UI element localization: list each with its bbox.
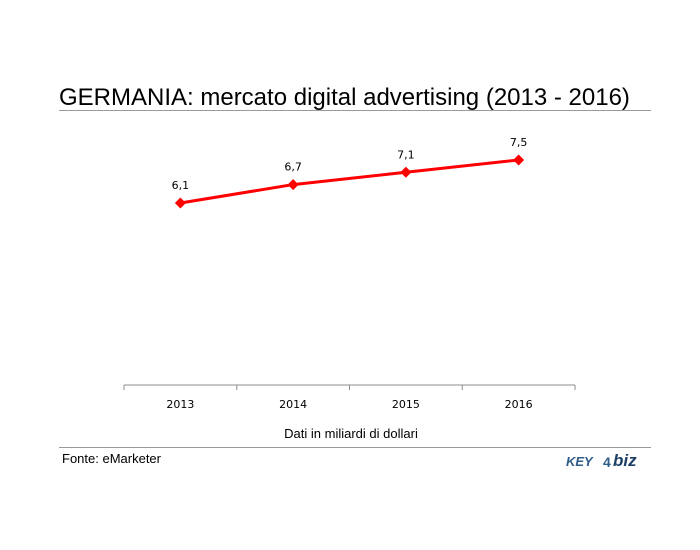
x-axis-label: Dati in miliardi di dollari <box>284 426 418 441</box>
logo-number-text: 4 <box>603 454 611 470</box>
series-layer <box>174 154 525 209</box>
x-axis: 2013 2014 2015 2016 <box>123 384 576 411</box>
data-label: 7,5 <box>510 136 528 149</box>
series-line <box>180 158 519 205</box>
data-label: 7,1 <box>397 148 415 161</box>
x-tick-label: 2016 <box>505 398 533 411</box>
logo-biz-text: biz <box>613 451 637 470</box>
source-note: Fonte: eMarketer <box>62 451 161 466</box>
logo-key-text: KEY <box>566 454 593 469</box>
data-point <box>400 166 412 178</box>
data-point <box>174 197 186 209</box>
x-tick-label: 2013 <box>166 398 194 411</box>
footer-divider <box>59 447 651 448</box>
data-labels: 6,1 6,7 7,1 7,5 <box>172 136 528 192</box>
key4biz-logo[interactable]: KEY 4 biz <box>566 451 642 472</box>
chart-title: GERMANIA: mercato digital advertising (2… <box>59 84 630 111</box>
title-divider <box>59 110 651 111</box>
data-point <box>513 154 525 166</box>
data-label: 6,7 <box>284 161 302 174</box>
x-tick-label: 2014 <box>279 398 307 411</box>
data-point <box>287 179 299 191</box>
data-label: 6,1 <box>172 179 190 192</box>
x-tick-label: 2015 <box>392 398 420 411</box>
